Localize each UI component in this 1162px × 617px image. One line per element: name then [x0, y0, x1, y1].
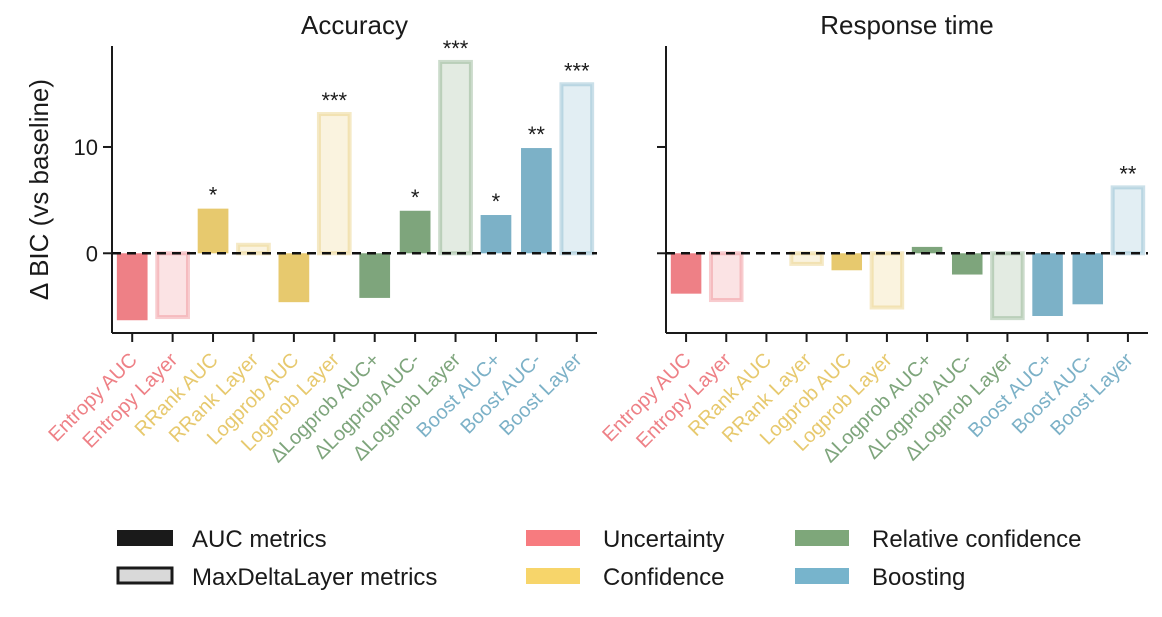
- legend-label-auc: AUC metrics: [192, 526, 327, 553]
- significance-0-7: *: [411, 185, 420, 210]
- bar-0-1: [155, 251, 190, 320]
- legend-entry-layer: MaxDeltaLayer metrics: [116, 564, 437, 591]
- bar-1-6: [911, 246, 943, 254]
- bar-0-3: [236, 242, 271, 256]
- legend-entry-auc: AUC metrics: [117, 526, 327, 553]
- legend-label-relative-confidence: Relative confidence: [872, 526, 1081, 553]
- panel-title-0: Accuracy: [301, 10, 408, 40]
- bar-0-7: [399, 210, 431, 254]
- panel-title-1: Response time: [820, 10, 993, 40]
- legend: AUC metrics MaxDeltaLayer metrics Uncert…: [116, 526, 1081, 591]
- bar-0-9: [480, 215, 512, 254]
- significance-0-8: ***: [443, 36, 469, 61]
- bar-0-2: [197, 208, 229, 254]
- bar-0-11: [559, 82, 595, 256]
- y-tick-label-10: 10: [74, 135, 98, 160]
- y-axis-label: Δ BIC (vs baseline): [24, 79, 54, 300]
- legend-swatch-boosting: [795, 568, 849, 584]
- y-tick-label-0: 0: [86, 241, 98, 266]
- legend-label-boosting: Boosting: [872, 564, 965, 591]
- legend-label-uncertainty: Uncertainty: [603, 526, 724, 553]
- significance-0-11: ***: [564, 58, 590, 83]
- significance-1-11: **: [1119, 161, 1137, 186]
- bar-0-0: [116, 253, 148, 321]
- legend-swatch-auc: [117, 530, 173, 546]
- significance-0-9: *: [492, 189, 501, 214]
- bar-1-10: [1072, 253, 1104, 305]
- legend-label-confidence: Confidence: [603, 564, 724, 591]
- bar-0-4: [278, 253, 310, 303]
- bar-1-9: [1032, 253, 1063, 316]
- legend-swatch-confidence: [526, 568, 580, 584]
- legend-swatch-relative-confidence: [795, 530, 849, 546]
- significance-0-5: ***: [321, 88, 347, 113]
- legend-swatch-layer: [116, 566, 174, 585]
- bar-1-8: [990, 251, 1025, 321]
- bar-0-8: [438, 59, 473, 256]
- legend-entry-uncertainty: Uncertainty: [526, 526, 724, 553]
- bar-0-6: [359, 253, 391, 298]
- bar-1-4: [831, 253, 863, 271]
- bar-0-10: [521, 148, 552, 254]
- bar-1-0: [670, 253, 702, 294]
- legend-entry-boosting: Boosting: [795, 564, 965, 591]
- legend-entry-confidence: Confidence: [526, 564, 724, 591]
- bar-1-1: [708, 251, 744, 303]
- bar-1-11: [1110, 185, 1146, 256]
- legend-entry-relative-confidence: Relative confidence: [795, 526, 1081, 553]
- bar-1-5: [869, 251, 905, 310]
- bar-1-3: [789, 251, 824, 266]
- legend-swatch-uncertainty: [526, 530, 580, 546]
- significance-0-10: **: [528, 122, 546, 147]
- significance-0-2: *: [209, 183, 218, 208]
- bar-1-7: [951, 253, 983, 275]
- legend-label-layer: MaxDeltaLayer metrics: [192, 564, 437, 591]
- bar-0-5: [316, 112, 352, 256]
